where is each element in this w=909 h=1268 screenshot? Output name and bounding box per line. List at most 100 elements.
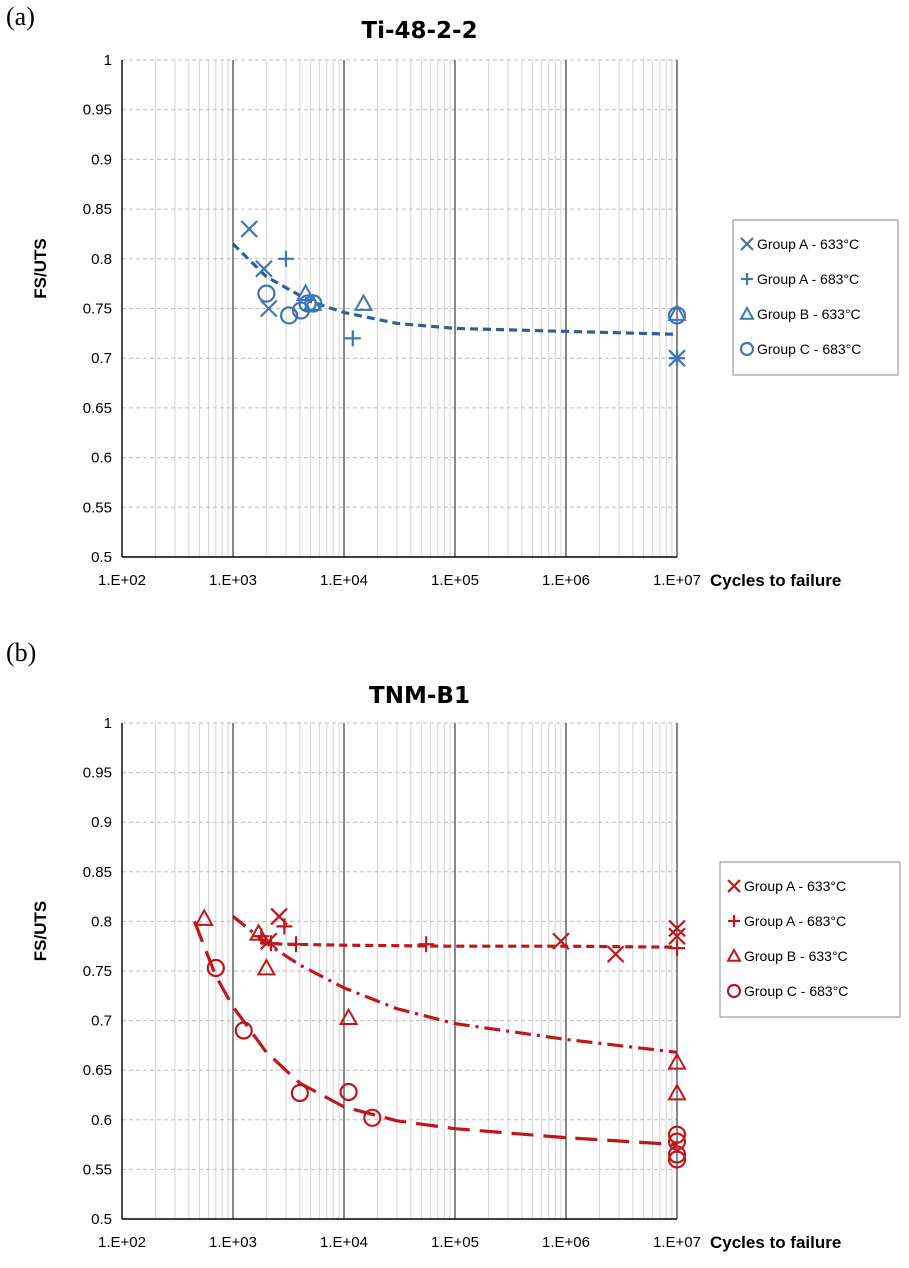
data-point-b-plus xyxy=(288,936,305,953)
y-tick-label-b: 0.95 xyxy=(83,765,112,782)
x-tick-label-b: 1.E+07 xyxy=(653,1234,701,1251)
y-tick-label-b: 0.65 xyxy=(83,1062,112,1079)
data-point-b-circle xyxy=(206,958,225,978)
data-point-b-circle xyxy=(667,1145,687,1164)
x-axis-label-b: Cycles to failure xyxy=(710,1233,841,1252)
y-axis-label-a: FS/UTS xyxy=(31,238,50,298)
legend-label-b: Group B - 633°C xyxy=(744,948,848,964)
legend-box-b xyxy=(719,861,901,1018)
legend-label-a: Group B - 633°C xyxy=(757,306,861,322)
data-point-b-circle xyxy=(290,1083,309,1103)
y-tick-label-a: 1 xyxy=(104,52,112,69)
data-point-a-circle xyxy=(304,294,323,313)
y-tick-label-a: 0.85 xyxy=(83,201,112,218)
x-tick-label-a: 1.E+04 xyxy=(320,572,368,589)
data-point-b-circle xyxy=(667,1125,687,1144)
y-tick-label-a: 0.5 xyxy=(91,549,112,566)
x-tick-label-b: 1.E+05 xyxy=(431,1234,479,1251)
data-point-b-triangle xyxy=(194,908,214,926)
y-tick-label-a: 0.55 xyxy=(83,499,112,516)
x-tick-label-b: 1.E+04 xyxy=(320,1234,368,1251)
y-tick-label-b: 1 xyxy=(104,715,112,732)
data-point-b-x xyxy=(270,907,288,926)
data-point-a-circle xyxy=(291,301,311,320)
data-point-b-plus xyxy=(253,928,270,945)
data-point-b-x xyxy=(606,945,625,963)
panel-label-b: (b) xyxy=(6,638,37,667)
x-tick-label-a: 1.E+03 xyxy=(209,572,257,589)
data-point-b-x xyxy=(552,932,570,951)
data-point-a-triangle xyxy=(667,303,687,321)
data-point-a-x xyxy=(240,220,258,238)
y-tick-label-b: 0.75 xyxy=(83,963,112,980)
data-point-b-circle xyxy=(667,1132,687,1151)
data-point-b-circle xyxy=(667,1150,687,1169)
legend-marker-a-plus xyxy=(741,273,753,285)
legend-marker-b-circle xyxy=(726,983,742,999)
data-point-a-triangle xyxy=(295,283,316,301)
data-point-b-circle xyxy=(363,1108,382,1127)
y-tick-label-a: 0.6 xyxy=(91,450,112,467)
y-tick-label-b: 0.6 xyxy=(91,1112,112,1129)
data-point-a-x xyxy=(668,349,686,367)
data-point-b-x xyxy=(668,919,686,938)
data-point-a-triangle xyxy=(302,293,323,311)
data-point-b-plus xyxy=(263,935,280,952)
data-point-b-x xyxy=(259,932,278,951)
data-point-b-plus xyxy=(276,918,293,935)
x-tick-label-a: 1.E+05 xyxy=(431,572,479,589)
panel-label-a: (a) xyxy=(6,2,35,31)
data-point-b-triangle xyxy=(667,1082,687,1101)
data-point-b-triangle xyxy=(338,1007,359,1026)
legend-marker-b-triangle xyxy=(726,947,742,962)
y-tick-label-b: 0.7 xyxy=(91,1013,112,1030)
legend-label-b: Group C - 683°C xyxy=(744,983,848,999)
y-tick-label-a: 0.75 xyxy=(83,301,112,318)
trendline-b-3 xyxy=(193,920,678,1147)
data-point-b-circle xyxy=(234,1021,253,1040)
data-point-a-circle xyxy=(298,294,317,313)
y-tick-label-b: 0.9 xyxy=(91,814,112,831)
chart-title-b: TNM-B1 xyxy=(369,683,470,709)
x-tick-label-a: 1.E+06 xyxy=(542,572,590,589)
data-point-b-triangle xyxy=(256,957,277,976)
data-point-a-triangle xyxy=(353,293,374,311)
data-point-b-triangle xyxy=(667,1052,687,1070)
data-point-b-plus xyxy=(418,936,435,953)
y-tick-label-a: 0.95 xyxy=(83,102,112,119)
legend-box-a xyxy=(732,219,899,376)
y-tick-label-b: 0.55 xyxy=(83,1161,112,1178)
data-point-b-x xyxy=(668,927,686,946)
data-point-a-circle xyxy=(257,284,276,303)
y-axis-label-b: FS/UTS xyxy=(31,901,50,961)
chart-title-a: Ti-48-2-2 xyxy=(361,18,477,44)
x-tick-label-b: 1.E+02 xyxy=(98,1234,146,1251)
data-point-a-x xyxy=(255,259,273,278)
data-point-a-circle xyxy=(279,306,299,325)
x-tick-label-b: 1.E+03 xyxy=(209,1234,257,1251)
x-axis-label-a: Cycles to failure xyxy=(710,571,841,590)
data-point-a-circle xyxy=(667,306,687,325)
legend-marker-a-x xyxy=(740,237,754,251)
legend-marker-b-plus xyxy=(728,915,740,927)
legend-label-a: Group A - 683°C xyxy=(757,271,859,287)
data-point-a-plus xyxy=(344,330,361,347)
trendline-b-2 xyxy=(231,915,678,1054)
x-tick-label-a: 1.E+07 xyxy=(653,572,701,589)
data-point-a-plus xyxy=(669,350,685,367)
legend-label-b: Group A - 633°C xyxy=(744,878,846,894)
y-tick-label-a: 0.9 xyxy=(91,151,112,168)
legend-label-a: Group C - 683°C xyxy=(757,341,861,357)
legend-marker-b-x xyxy=(727,879,741,893)
legend-marker-a-circle xyxy=(739,341,755,357)
data-point-a-x xyxy=(259,299,278,318)
legend-label-b: Group A - 683°C xyxy=(744,913,846,929)
y-tick-label-b: 0.5 xyxy=(91,1211,112,1228)
data-point-b-triangle xyxy=(248,923,269,941)
trendline-b-1 xyxy=(261,941,678,949)
y-tick-label-a: 0.65 xyxy=(83,400,112,417)
legend-label-a: Group A - 633°C xyxy=(757,236,859,252)
data-point-a-plus xyxy=(277,250,294,267)
y-tick-label-b: 0.8 xyxy=(91,913,112,930)
